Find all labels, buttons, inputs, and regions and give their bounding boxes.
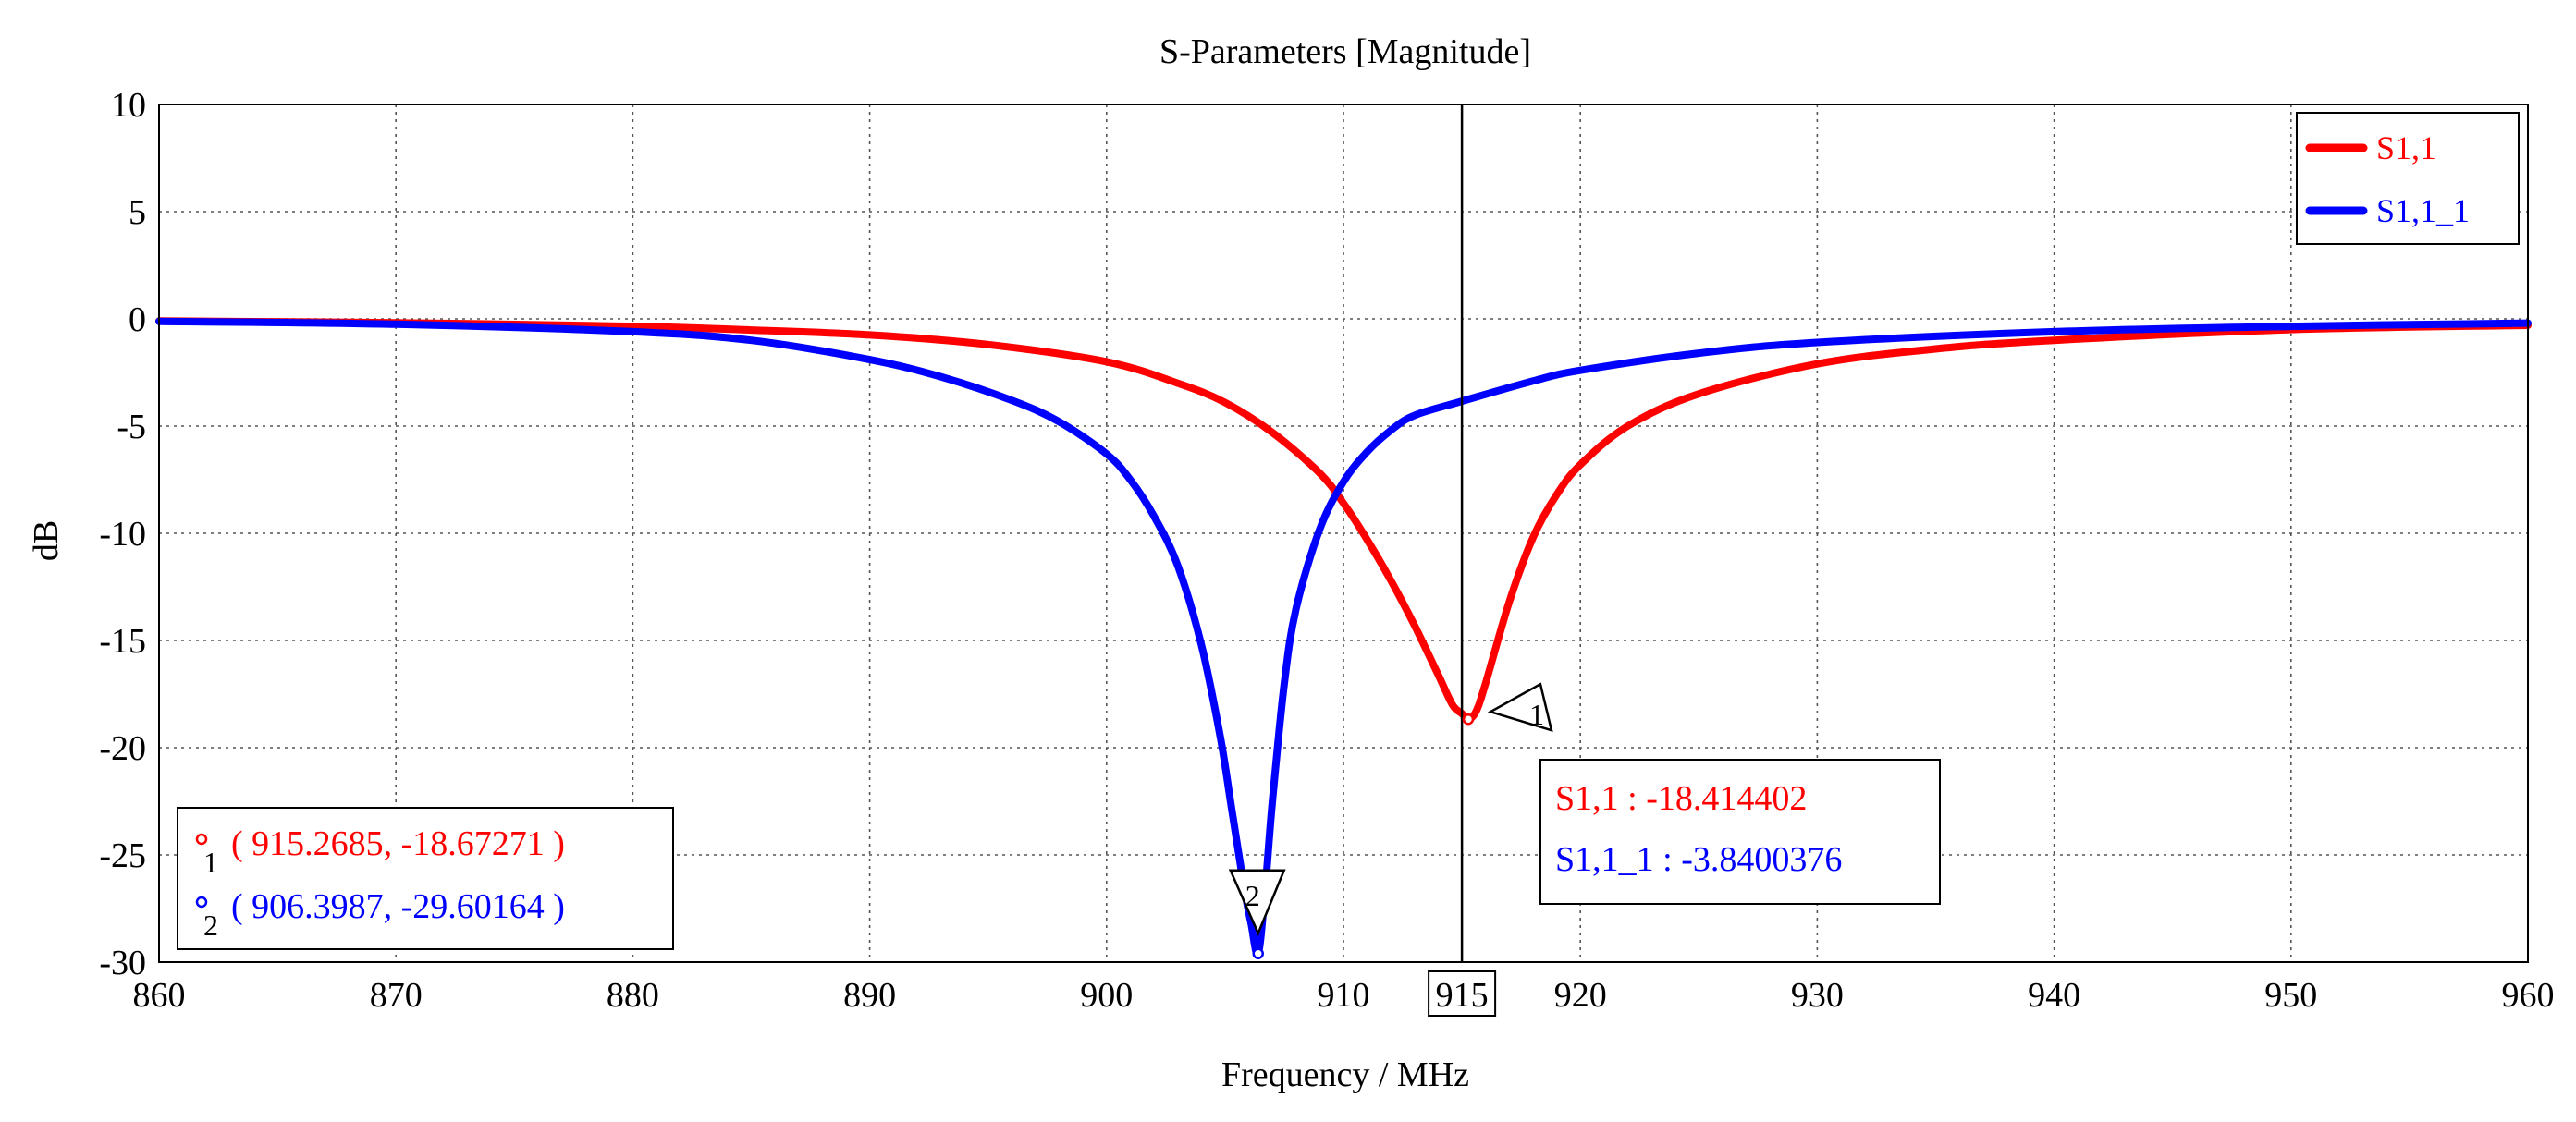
x-tick-label: 900 <box>1080 976 1133 1015</box>
y-axis-label: dB <box>27 520 66 561</box>
x-tick-label: 890 <box>843 976 896 1015</box>
marker-table-box <box>177 807 674 950</box>
cursor-readout: S1,1 : -18.414402 S1,1_1 : -3.8400376 <box>1539 759 1941 905</box>
plot-frame <box>158 104 2529 963</box>
series-layer <box>155 317 2532 958</box>
marker-layer: 12 <box>1228 682 1553 960</box>
marker-table-id-2: 2 <box>203 909 218 942</box>
legend-label-s11: S1,1 <box>2376 129 2436 166</box>
cursor-tick-box <box>1428 970 1497 1017</box>
y-tick-label: 10 <box>111 86 146 125</box>
x-tick-label: 930 <box>1791 976 1844 1015</box>
chart-title: S-Parameters [Magnitude] <box>1159 32 1531 71</box>
y-tick-label: -25 <box>99 836 146 875</box>
cursor-tick-label: 915 <box>1436 976 1489 1015</box>
x-tick-label: 910 <box>1318 976 1370 1015</box>
cursor-readout-s11: S1,1 : -18.414402 <box>1555 779 1807 818</box>
x-tick-label: 960 <box>2502 976 2555 1015</box>
marker-2-flag-label: 2 <box>1245 879 1260 912</box>
y-tick-label: -30 <box>99 944 146 982</box>
marker-1-flag[interactable] <box>1487 682 1553 733</box>
y-tick-label: -10 <box>99 515 146 554</box>
marker-table-icon-1 <box>195 833 208 846</box>
grid <box>159 104 2528 962</box>
marker-2-flag[interactable] <box>1228 869 1286 936</box>
y-tick-label: -15 <box>99 622 146 661</box>
x-axis-ticks: 860 870 880 890 900 910 915 920 930 940 950 960 <box>133 970 2555 1017</box>
x-axis-label: Frequency / MHz <box>1221 1055 1469 1094</box>
marker-table-id-1: 1 <box>203 846 218 879</box>
marker-1-point[interactable] <box>1462 713 1475 726</box>
y-tick-label: -5 <box>117 408 146 446</box>
marker-table-icon-2 <box>195 896 208 909</box>
y-tick-label: 5 <box>129 193 146 232</box>
x-tick-label: 920 <box>1554 976 1607 1015</box>
x-tick-label: 950 <box>2264 976 2317 1015</box>
legend[interactable]: S1,1 S1,1_1 <box>2296 112 2520 245</box>
x-tick-label: 870 <box>370 976 423 1015</box>
series-s11-line <box>155 317 2532 724</box>
marker-table: 1 ( 915.2685, -18.67271 ) 2 ( 906.3987, … <box>177 807 674 950</box>
y-axis-ticks: 10 5 0 -5 -10 -15 -20 -25 -30 <box>99 86 146 982</box>
series-s11-1-line <box>155 317 2532 958</box>
x-tick-label: 940 <box>2028 976 2080 1015</box>
y-tick-label: 0 <box>129 300 146 339</box>
cursor-readout-s11-1: S1,1_1 : -3.8400376 <box>1555 840 1842 879</box>
y-tick-label: -20 <box>99 729 146 768</box>
legend-box <box>2296 112 2520 245</box>
legend-label-s11-1: S1,1_1 <box>2376 192 2470 229</box>
x-tick-label: 880 <box>607 976 659 1015</box>
marker-1-flag-label: 1 <box>1529 698 1544 731</box>
x-tick-label: 860 <box>133 976 186 1015</box>
marker-2-point[interactable] <box>1252 947 1264 960</box>
marker-table-value-1: ( 915.2685, -18.67271 ) <box>231 824 565 863</box>
marker-table-value-2: ( 906.3987, -29.60164 ) <box>231 887 565 926</box>
cursor-readout-box <box>1539 759 1941 905</box>
